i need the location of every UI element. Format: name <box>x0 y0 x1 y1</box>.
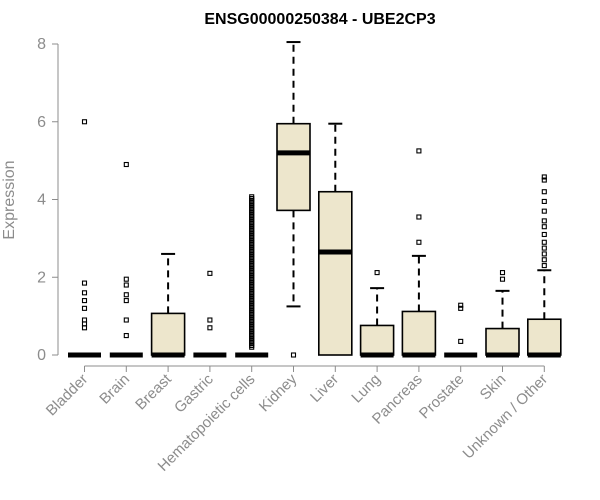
x-tick-label: Kidney <box>256 370 301 415</box>
outlier-point <box>249 194 255 200</box>
outlier-point <box>458 338 464 344</box>
y-tick-label: 4 <box>37 192 46 209</box>
outlier-point <box>541 224 547 230</box>
box-unknown-other <box>526 174 562 358</box>
x-tick-label: Brain <box>96 371 133 408</box>
outlier-point <box>416 148 422 154</box>
x-tick-label: Bladder <box>43 371 92 420</box>
x-tick-label: Lung <box>348 371 384 407</box>
outlier-point <box>207 325 213 331</box>
box-body <box>485 327 520 356</box>
outlier-point <box>81 317 88 323</box>
box-liver <box>317 122 353 356</box>
outlier-point <box>541 263 547 269</box>
box-body <box>276 122 311 212</box>
outlier-point <box>541 257 547 263</box>
outlier-point <box>207 270 213 276</box>
x-tick-label: Prostate <box>416 371 468 423</box>
y-tick-label: 8 <box>37 36 46 53</box>
box-kidney <box>276 41 311 358</box>
outlier-point <box>123 317 129 323</box>
y-axis: 0 2 4 6 8 <box>37 36 59 364</box>
outlier-point <box>541 177 547 183</box>
box-brain <box>109 161 143 358</box>
outlier-point <box>123 292 129 298</box>
outlier-point <box>541 198 547 204</box>
outlier-point <box>499 270 506 276</box>
y-axis-label: Expression <box>1 160 18 239</box>
outlier-point <box>541 245 547 251</box>
outlier-point <box>458 305 464 311</box>
x-tick-label: Liver <box>307 371 342 406</box>
outlier-point <box>499 276 506 282</box>
outlier-point <box>416 239 422 245</box>
outlier-point <box>123 276 129 282</box>
box-body <box>317 190 353 356</box>
outlier-point <box>541 251 547 257</box>
outlier-point <box>207 317 213 323</box>
y-tick-label: 2 <box>37 269 46 286</box>
y-tick-label: 6 <box>37 114 46 131</box>
box-hematopoietic-cells <box>235 194 269 358</box>
outlier-point <box>541 218 547 224</box>
outlier-point <box>123 161 129 168</box>
chart-title: ENSG00000250384 - UBE2CP3 <box>204 11 435 28</box>
outlier-point <box>541 208 547 214</box>
x-tick-label: Skin <box>477 371 510 404</box>
outlier-point <box>81 298 88 304</box>
outlier-point <box>81 305 88 311</box>
outlier-point <box>123 298 129 304</box>
outlier-point <box>123 333 129 339</box>
box-lung <box>359 270 395 358</box>
box-body <box>150 312 186 356</box>
box-body <box>401 310 437 356</box>
box-gastric <box>193 270 227 358</box>
outlier-point <box>458 302 464 308</box>
outlier-point <box>81 119 88 125</box>
outlier-point <box>541 189 547 195</box>
outlier-point <box>416 214 422 220</box>
box-bladder <box>68 119 101 358</box>
outlier-point <box>81 290 88 296</box>
outlier-point <box>374 270 380 276</box>
box-pancreas <box>401 148 437 358</box>
outlier-point <box>123 282 129 288</box>
outlier-point <box>541 231 547 238</box>
box-prostate <box>444 302 478 358</box>
outlier-point <box>541 239 547 245</box>
y-tick-label: 0 <box>37 347 46 364</box>
box-skin <box>485 270 520 358</box>
outlier-point <box>81 280 88 286</box>
box-breast <box>150 252 186 358</box>
boxes-layer <box>68 41 562 358</box>
outlier-point <box>541 174 547 180</box>
outlier-point <box>290 352 297 358</box>
box-body <box>359 324 395 356</box>
box-body <box>526 318 562 356</box>
x-tick-label: Breast <box>132 370 175 413</box>
